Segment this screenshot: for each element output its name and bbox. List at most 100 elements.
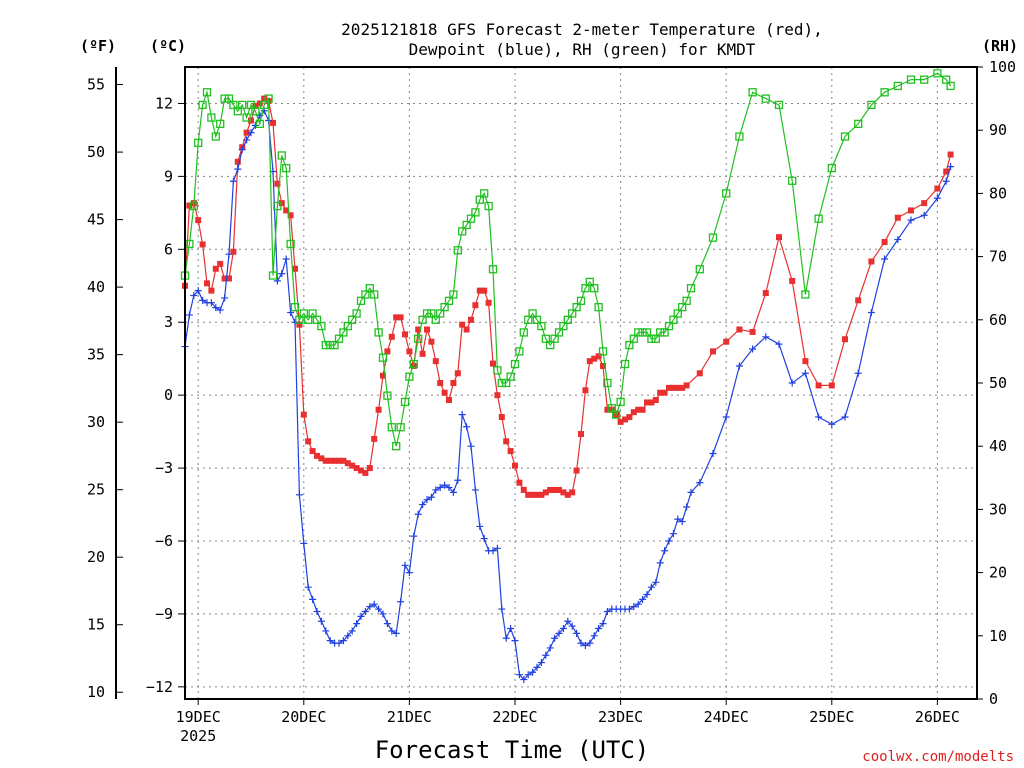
temperature-point xyxy=(507,448,514,455)
rh-point xyxy=(673,309,682,318)
dewpoint-point xyxy=(247,129,255,137)
temperature-point xyxy=(547,486,554,493)
rh-point xyxy=(458,227,467,236)
x-tick-year-label: 2025 xyxy=(180,727,216,745)
dewpoint-point xyxy=(661,547,669,555)
rh-point xyxy=(840,132,850,141)
rh-point xyxy=(475,195,484,204)
dewpoint-point xyxy=(524,671,532,679)
temperature-point xyxy=(446,397,452,404)
rh-tick-label: 50 xyxy=(989,374,1007,392)
dewpoint-point xyxy=(383,620,391,628)
dewpoint-point xyxy=(515,671,523,679)
temperature-point xyxy=(710,348,716,355)
temperature-point xyxy=(556,486,562,493)
rh-point xyxy=(246,100,256,110)
temperature-point xyxy=(921,200,928,207)
temperature-point xyxy=(736,326,743,333)
temperature-point xyxy=(322,457,329,464)
rh-point xyxy=(321,340,330,350)
temperature-point xyxy=(476,287,483,294)
dewpoint-point xyxy=(344,632,352,640)
rh-point xyxy=(708,233,718,242)
dewpoint-point xyxy=(801,369,809,377)
temperature-point xyxy=(366,465,373,472)
temperature-point xyxy=(617,418,624,425)
dewpoint-point xyxy=(581,642,589,650)
rh-line xyxy=(184,72,952,447)
temperature-point xyxy=(644,399,650,406)
dewpoint-point xyxy=(630,603,638,611)
dewpoint-point xyxy=(551,634,559,642)
dewpoint-point xyxy=(238,146,246,154)
rh-point xyxy=(418,315,427,324)
fahrenheit-tick-label: 55 xyxy=(87,76,105,94)
dewpoint-point xyxy=(190,291,198,299)
rh-point xyxy=(669,315,678,324)
temperature-point xyxy=(441,389,448,396)
rh-point xyxy=(317,321,326,331)
temperature-point xyxy=(252,102,259,109)
rh-point xyxy=(290,303,300,312)
temperature-point xyxy=(608,406,615,413)
dewpoint-point xyxy=(476,522,484,530)
temperature-point xyxy=(551,486,558,493)
temperature-point xyxy=(428,338,435,345)
dewpoint-point xyxy=(480,535,488,543)
dewpoint-point xyxy=(788,379,796,387)
dewpoint-point xyxy=(282,255,290,263)
dewpoint-point xyxy=(498,605,506,613)
temperature-point xyxy=(622,416,628,423)
rh-point xyxy=(352,309,361,318)
temperature-point xyxy=(221,275,228,282)
rh-point xyxy=(295,315,304,324)
rh-point xyxy=(400,397,410,407)
rh-series xyxy=(180,69,955,451)
rh-point xyxy=(220,94,229,103)
celsius-tick-label: 9 xyxy=(164,167,173,185)
temperature-point xyxy=(261,95,268,102)
rh-tick-label: 70 xyxy=(989,248,1007,266)
rh-point xyxy=(396,423,405,432)
dewpoint-point xyxy=(735,362,743,370)
temperature-point xyxy=(696,370,703,377)
dewpoint-point xyxy=(643,590,651,598)
celsius-tick-label: 6 xyxy=(164,240,173,258)
rh-point xyxy=(590,284,599,293)
dewpoint-point xyxy=(854,369,862,377)
rh-point xyxy=(251,107,260,116)
dewpoint-point xyxy=(625,605,633,613)
celsius-axis-unit: (ºC) xyxy=(150,37,186,55)
dewpoint-point xyxy=(537,659,545,667)
temperature-point xyxy=(309,448,316,455)
temperature-point xyxy=(723,338,730,345)
dewpoint-point xyxy=(493,544,501,552)
rh-point xyxy=(656,328,665,337)
temperature-point xyxy=(762,290,769,297)
dewpoint-point xyxy=(907,216,915,224)
dewpoint-point xyxy=(295,491,303,499)
celsius-tick-label: −6 xyxy=(155,532,173,550)
dewpoint-point xyxy=(419,501,427,509)
temperature-point xyxy=(340,457,347,464)
x-tick-label: 24DEC xyxy=(704,708,749,726)
rh-point xyxy=(541,334,550,343)
temperature-point xyxy=(855,297,862,304)
rh-point xyxy=(515,347,524,356)
dewpoint-point xyxy=(370,600,378,608)
rh-point xyxy=(273,201,282,211)
rh-point xyxy=(642,328,652,337)
plot-frame xyxy=(184,66,978,700)
dewpoint-point xyxy=(405,569,413,577)
temperature-point xyxy=(300,411,307,418)
dewpoint-point xyxy=(414,510,422,518)
temperature-point xyxy=(512,462,518,469)
rh-point xyxy=(365,284,374,293)
rh-point xyxy=(946,81,955,91)
rh-tick-label: 100 xyxy=(989,58,1016,76)
dewpoint-point xyxy=(665,537,673,545)
rh-point xyxy=(242,113,251,122)
temperature-point xyxy=(437,380,444,386)
dewpoint-point xyxy=(656,559,664,567)
temperature-point xyxy=(573,467,580,474)
